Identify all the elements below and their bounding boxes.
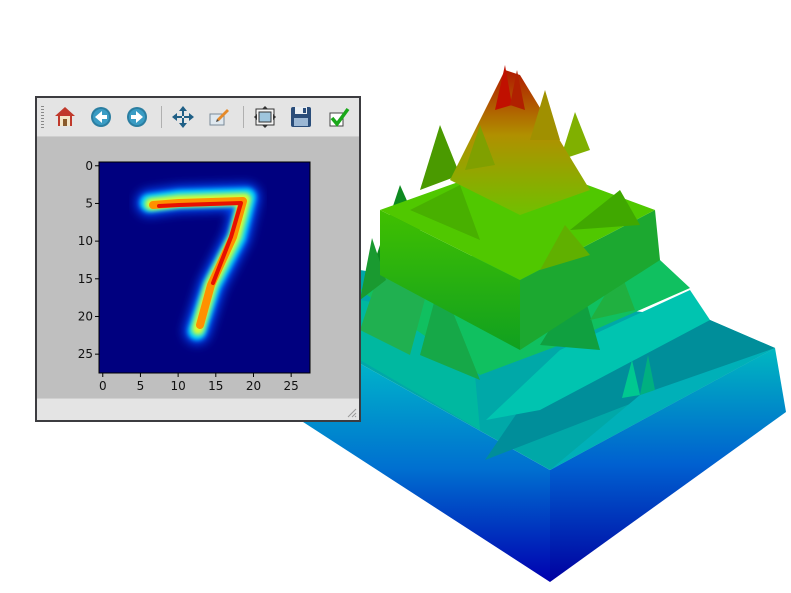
y-tick-label: 20 (78, 309, 93, 323)
back-button[interactable] (87, 104, 115, 130)
save-button[interactable] (287, 104, 315, 130)
zoom-button[interactable] (205, 104, 233, 130)
checkmark-icon (329, 107, 350, 127)
y-tick-label: 15 (78, 272, 93, 286)
toolbar-separator (161, 106, 162, 128)
y-tick-label: 5 (85, 196, 93, 210)
subplots-icon (254, 106, 276, 128)
toolbar-separator (243, 106, 244, 128)
x-tick-label: 0 (99, 379, 107, 393)
edit-parameters-button[interactable] (325, 104, 353, 130)
plot-canvas[interactable]: 0 5 10 15 20 25 0 5 10 15 20 25 (37, 137, 359, 399)
x-tick-label: 10 (170, 379, 185, 393)
forward-button[interactable] (123, 104, 151, 130)
home-icon (55, 107, 75, 126)
y-tick-label: 0 (85, 159, 93, 173)
home-button[interactable] (51, 104, 79, 130)
y-tick-label: 25 (78, 347, 93, 361)
image-plot: 0 5 10 15 20 25 0 5 10 15 20 25 (78, 159, 311, 393)
forward-arrow-icon (127, 107, 147, 127)
zoom-rect-icon (209, 109, 229, 126)
configure-subplots-button[interactable] (251, 104, 279, 130)
resize-grip-icon[interactable] (345, 406, 357, 418)
x-tick-label: 25 (284, 379, 299, 393)
y-axis: 0 5 10 15 20 25 (78, 159, 99, 361)
digit-image (136, 184, 260, 344)
surface-peak (450, 65, 590, 215)
toolbar-grip[interactable] (41, 106, 44, 128)
x-tick-label: 15 (208, 379, 223, 393)
x-axis: 0 5 10 15 20 25 (99, 373, 299, 393)
figure-window: 0 5 10 15 20 25 0 5 10 15 20 25 (35, 96, 361, 422)
back-arrow-icon (91, 107, 111, 127)
y-tick-label: 10 (78, 234, 93, 248)
navigation-toolbar (37, 98, 359, 137)
pan-button[interactable] (169, 104, 197, 130)
surface-base (300, 330, 786, 582)
move-arrows-icon (172, 106, 194, 128)
status-bar (37, 398, 359, 420)
x-tick-label: 5 (137, 379, 145, 393)
axes-frame (98, 161, 311, 374)
x-tick-label: 20 (246, 379, 261, 393)
floppy-disk-icon (291, 107, 311, 127)
